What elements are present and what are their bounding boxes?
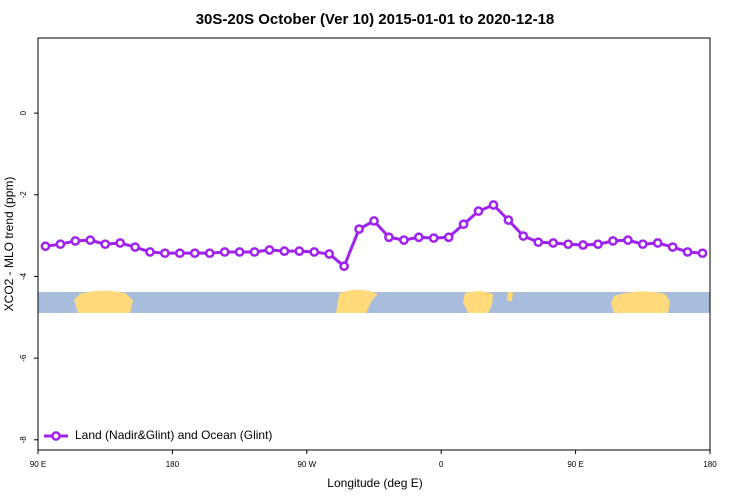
series-point: [249, 247, 260, 257]
series-point: [175, 248, 185, 259]
chart-title: 30S-20S October (Ver 10) 2015-01-01 to 2…: [196, 11, 555, 28]
series-point: [503, 215, 514, 225]
series-point: [518, 231, 529, 241]
series-point: [369, 216, 379, 226]
series-point: [309, 247, 320, 257]
series-point: [428, 233, 439, 243]
x-tick-label: 90 E: [30, 460, 46, 469]
series-point: [189, 248, 200, 259]
y-tick-label: -6: [19, 354, 28, 362]
series-point: [593, 239, 603, 250]
y-tick-label: -2: [19, 191, 28, 199]
series-line: [45, 203, 703, 269]
series-point: [294, 246, 305, 256]
series-point: [682, 247, 693, 257]
series-point: [324, 249, 335, 259]
series-point: [652, 238, 663, 248]
series-point: [637, 239, 648, 250]
series-point: [339, 261, 349, 272]
series-point: [219, 247, 230, 257]
series-point: [399, 235, 409, 245]
series-point: [85, 235, 96, 245]
series-point: [563, 239, 573, 250]
series-point: [623, 235, 633, 245]
series-point: [667, 242, 678, 252]
series-point: [697, 248, 708, 259]
series-point: [55, 239, 66, 250]
y-tick-label: 0: [19, 110, 28, 115]
series-point: [130, 242, 140, 252]
series-point: [279, 246, 290, 256]
series-point: [548, 238, 559, 248]
x-tick-label: 90 W: [297, 460, 316, 469]
series-point: [413, 232, 424, 243]
y-tick-label: -8: [19, 436, 28, 444]
x-tick-label: 180: [166, 460, 180, 469]
x-axis-label: Longitude (deg E): [327, 476, 422, 490]
series-point: [264, 245, 275, 255]
series-point: [100, 239, 111, 250]
series-point: [443, 232, 454, 243]
x-tick-label: 180: [703, 460, 717, 469]
series-point: [533, 237, 544, 248]
series-point: [234, 247, 245, 257]
x-tick-label: 0: [439, 460, 444, 469]
land-ocean-strip: [38, 289, 710, 313]
legend-swatch-point: [51, 431, 61, 441]
series-point: [473, 206, 484, 216]
plot-frame: [37, 37, 711, 451]
series-point: [608, 236, 618, 246]
series-point: [354, 224, 364, 234]
series-point: [160, 248, 170, 259]
series-point: [578, 240, 588, 250]
series-point: [145, 247, 155, 257]
y-tick-label: -4: [19, 272, 28, 280]
series-point: [458, 219, 469, 230]
series-point: [204, 248, 215, 259]
series-point: [70, 236, 81, 246]
series-point: [40, 241, 51, 252]
x-tick-label: 90 E: [567, 460, 583, 469]
y-axis-label: XCO2 - MLO trend (ppm): [2, 177, 16, 312]
series-point: [488, 200, 499, 210]
legend-label: Land (Nadir&Glint) and Ocean (Glint): [75, 428, 272, 442]
series-point: [115, 238, 125, 248]
series-point: [384, 232, 394, 243]
